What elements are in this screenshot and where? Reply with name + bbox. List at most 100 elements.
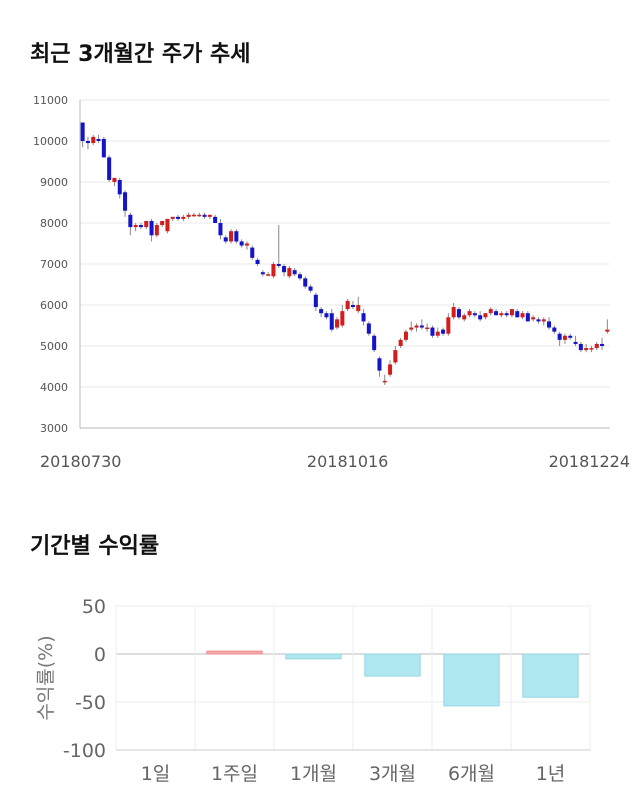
y-tick-label: 10000 xyxy=(33,135,68,148)
candle-body xyxy=(107,157,112,180)
candle-body xyxy=(398,339,403,346)
candle-body xyxy=(525,313,530,322)
candle-body xyxy=(234,231,239,242)
candle-body xyxy=(393,350,398,363)
candle-body xyxy=(462,315,467,320)
candle-body xyxy=(584,348,589,351)
y-tick-label: -100 xyxy=(63,740,106,762)
candle-body xyxy=(594,343,599,349)
candle-body xyxy=(562,335,567,340)
candle-body xyxy=(250,247,255,258)
candle-body xyxy=(419,325,424,328)
y-tick-label: 11000 xyxy=(33,94,68,107)
candle-body xyxy=(239,241,244,246)
candle-body xyxy=(149,220,154,236)
candle-body xyxy=(414,325,419,328)
candle-body xyxy=(282,266,287,273)
candle-body xyxy=(308,286,313,291)
candle-body xyxy=(91,136,96,144)
candle-body xyxy=(372,335,377,351)
candle-body xyxy=(181,216,186,219)
candle-body xyxy=(488,309,493,314)
candle-body xyxy=(329,313,334,330)
candle-body xyxy=(186,214,191,217)
candle-body xyxy=(303,278,308,287)
candle-body xyxy=(276,264,281,267)
candle-body xyxy=(345,300,350,310)
candle-body xyxy=(335,319,340,328)
candle-body xyxy=(605,329,610,332)
candle-body xyxy=(557,333,562,340)
candle-body xyxy=(85,141,90,144)
candle-body xyxy=(213,216,218,223)
candle-body xyxy=(430,327,435,336)
candle-body xyxy=(160,220,165,226)
candle-body xyxy=(494,311,499,316)
candle-body xyxy=(176,216,181,219)
candle-body xyxy=(202,214,207,217)
candle-body xyxy=(568,335,573,338)
candle-body xyxy=(255,259,260,264)
return-bar xyxy=(285,653,342,660)
candle-body xyxy=(499,313,504,316)
candle-body xyxy=(138,225,143,228)
return-bar xyxy=(206,650,263,655)
candle-body xyxy=(483,313,488,318)
candle-body xyxy=(229,231,234,242)
candle-body xyxy=(165,218,170,232)
candle-body xyxy=(218,223,223,236)
candle-body xyxy=(128,214,133,228)
x-category-label: 1주일 xyxy=(211,763,258,785)
y-tick-label: 5000 xyxy=(40,340,68,353)
candle-body xyxy=(451,307,456,318)
y-tick-label: 4000 xyxy=(40,381,68,394)
candle-body xyxy=(154,225,159,236)
candle-body xyxy=(600,343,605,346)
candle-body xyxy=(578,343,583,351)
y-tick-label: 8000 xyxy=(40,217,68,230)
candle-body xyxy=(260,272,265,275)
y-tick-label: 50 xyxy=(82,596,106,618)
y-tick-label: 0 xyxy=(94,644,106,666)
candle-body xyxy=(340,311,345,326)
x-tick-label: 20181224 xyxy=(549,452,630,471)
candle-body xyxy=(223,237,228,242)
candle-body xyxy=(531,317,536,320)
x-tick-label: 20180730 xyxy=(40,452,121,471)
candle-body xyxy=(112,177,117,182)
candle-body xyxy=(366,323,371,334)
y-tick-label: 3000 xyxy=(40,422,68,435)
x-category-label: 6개월 xyxy=(448,763,495,785)
candle-body xyxy=(324,313,329,318)
candle-body xyxy=(170,216,175,219)
candle-body xyxy=(350,305,355,308)
y-tick-label: 7000 xyxy=(40,258,68,271)
candle-body xyxy=(472,313,477,316)
candle-body xyxy=(403,331,408,340)
candle-body xyxy=(319,309,324,314)
candle-body xyxy=(80,122,85,141)
candle-body xyxy=(313,294,318,308)
candle-body xyxy=(446,317,451,334)
y-tick-label: 6000 xyxy=(40,299,68,312)
candle-body xyxy=(197,214,202,217)
candle-body xyxy=(266,274,271,276)
candle-body xyxy=(515,311,520,318)
candle-body xyxy=(101,138,106,158)
candle-body xyxy=(117,179,122,195)
candle-body xyxy=(123,192,128,211)
candle-body xyxy=(409,327,414,330)
candle-body xyxy=(478,315,483,320)
candle-body xyxy=(377,358,382,371)
candle-body xyxy=(292,270,297,275)
candle-body xyxy=(467,311,472,316)
candle-body xyxy=(356,305,361,312)
candle-body xyxy=(271,264,276,277)
candle-body xyxy=(207,214,212,217)
candle-body xyxy=(573,341,578,344)
x-category-label: 1년 xyxy=(536,763,566,785)
candle-body xyxy=(191,214,196,217)
candle-body xyxy=(541,319,546,322)
y-axis-label: 수익률(%) xyxy=(35,635,57,720)
candle-body xyxy=(552,327,557,332)
